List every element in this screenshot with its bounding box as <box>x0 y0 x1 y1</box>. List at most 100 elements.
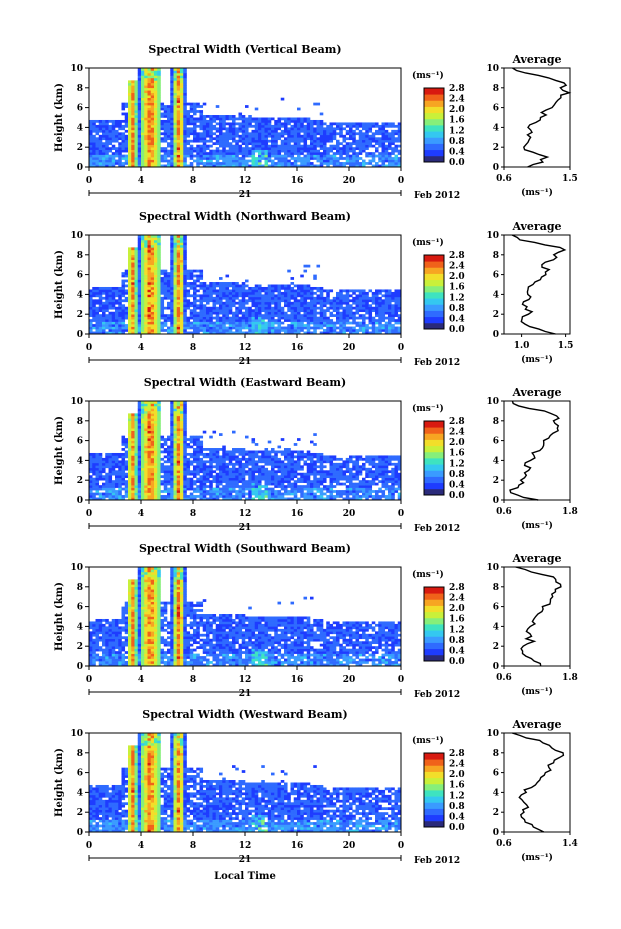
heatmap-cell <box>323 324 327 327</box>
heatmap-cell <box>215 329 220 332</box>
heatmap-cell <box>118 314 122 317</box>
heatmap-cell <box>241 164 246 168</box>
heatmap-cell <box>141 267 145 270</box>
heatmap-cell <box>316 296 321 300</box>
heatmap-cell <box>92 134 96 138</box>
heatmap-cell <box>150 316 155 320</box>
heatmap-cell <box>150 405 155 409</box>
heatmap-cell <box>316 149 321 153</box>
heatmap-cell <box>345 314 350 317</box>
heatmap-cell <box>118 134 122 138</box>
heatmap-cell <box>160 157 165 160</box>
heatmap-cell <box>225 282 230 285</box>
heatmap-cell <box>293 127 298 131</box>
heatmap-cell <box>306 329 311 332</box>
heatmap-cell <box>89 122 93 126</box>
heatmap-cell <box>261 301 265 305</box>
colorbar-swatch <box>424 322 444 330</box>
heatmap-cell <box>388 147 392 150</box>
heatmap-cell <box>163 289 168 293</box>
heatmap-cell <box>105 331 109 335</box>
heatmap-cell <box>118 159 122 163</box>
heatmap-cell <box>215 299 220 303</box>
heatmap-cell <box>189 154 194 158</box>
heatmap-cell <box>95 480 100 483</box>
heatmap-cell <box>394 331 399 335</box>
heatmap-cell <box>157 329 161 332</box>
heatmap-cell <box>128 304 132 308</box>
heatmap-cell <box>147 239 152 243</box>
heatmap-cell <box>134 472 139 476</box>
heatmap-cell <box>388 321 392 325</box>
heatmap-cell <box>313 122 317 126</box>
heatmap-cell <box>167 326 171 330</box>
heatmap-cell <box>157 296 161 300</box>
heatmap-cell <box>111 154 116 158</box>
heatmap-cell <box>245 127 249 131</box>
heatmap-cell <box>391 304 395 308</box>
heatmap-cell <box>157 428 161 431</box>
heatmap-cell <box>137 413 142 417</box>
heatmap-cell <box>173 475 178 479</box>
heatmap-cell <box>92 149 96 153</box>
heatmap-cell <box>222 289 226 293</box>
heatmap-cell <box>384 291 389 295</box>
heatmap-cell <box>251 321 256 325</box>
heatmap-cell <box>157 324 161 327</box>
heatmap-cell <box>131 289 135 293</box>
heatmap-cell <box>267 152 272 155</box>
heatmap-cell <box>150 70 155 74</box>
heatmap-cell <box>173 115 178 118</box>
heatmap-cell <box>245 129 249 133</box>
heatmap-cell <box>274 119 278 123</box>
heatmap-cell <box>358 309 363 313</box>
heatmap-cell <box>167 272 171 275</box>
heatmap-cell <box>163 284 168 288</box>
heatmap-cell <box>358 124 363 128</box>
heatmap-cell <box>134 284 139 288</box>
heatmap-cell <box>388 329 392 332</box>
heatmap-cell <box>238 311 243 315</box>
heatmap-cell <box>102 329 106 332</box>
heatmap-cell <box>215 301 220 305</box>
heatmap-cell <box>144 97 148 101</box>
heatmap-cell <box>180 134 184 138</box>
heatmap-cell <box>202 102 207 106</box>
heatmap-cell <box>131 97 135 101</box>
heatmap-cell <box>163 164 168 168</box>
heatmap-cell <box>150 492 155 496</box>
heatmap-cell <box>209 309 213 313</box>
heatmap-cell <box>92 462 96 466</box>
heatmap-cell <box>326 137 330 141</box>
heatmap-cell <box>134 107 139 111</box>
heatmap-cell <box>261 304 265 308</box>
heatmap-cell <box>293 296 298 300</box>
heatmap-cell <box>118 296 122 300</box>
heatmap-cell <box>173 252 178 256</box>
heatmap-cell <box>228 301 233 305</box>
heatmap-cell <box>147 137 152 141</box>
heatmap-cell <box>95 460 100 464</box>
heatmap-cell <box>121 284 126 288</box>
heatmap-cell <box>157 102 161 106</box>
heatmap-cell <box>365 124 369 128</box>
heatmap-cell <box>137 329 142 332</box>
heatmap-cell <box>186 319 191 322</box>
heatmap-cell <box>147 247 152 251</box>
heatmap-cell <box>163 482 168 486</box>
heatmap-cell <box>202 306 207 310</box>
heatmap-cell <box>202 284 207 288</box>
heatmap-cell <box>310 319 314 322</box>
heatmap-cell <box>232 162 236 165</box>
heatmap-cell <box>254 134 259 138</box>
heatmap-cell <box>111 129 116 133</box>
heatmap-cell <box>258 296 262 300</box>
heatmap-cell <box>196 331 200 335</box>
heatmap-cell <box>225 137 230 141</box>
heatmap-cell <box>89 452 93 456</box>
heatmap-cell <box>391 122 395 126</box>
profile-y-tick-label: 6 <box>493 104 499 114</box>
heatmap-cell <box>147 124 152 128</box>
heatmap-cell <box>176 159 181 163</box>
heatmap-cell <box>293 311 298 315</box>
